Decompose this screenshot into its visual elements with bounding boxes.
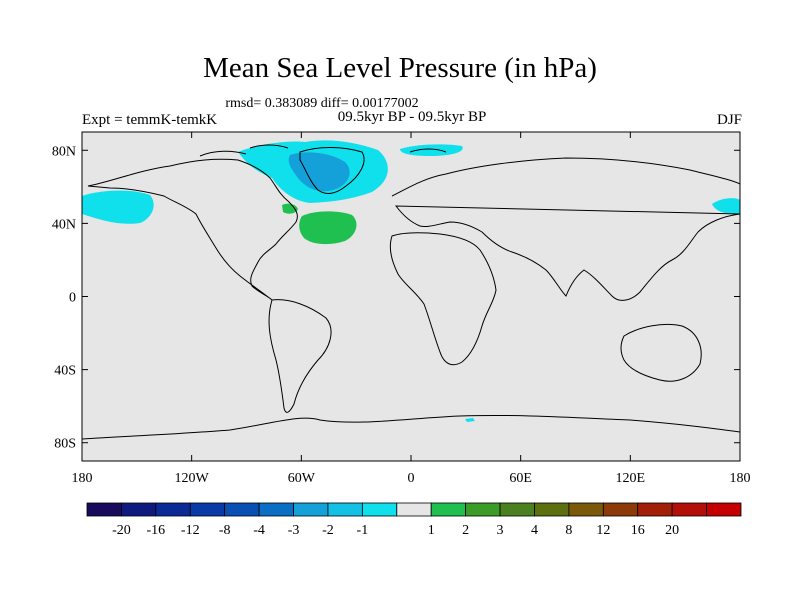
colorbar-swatch bbox=[361, 502, 398, 517]
north-pacific-negative bbox=[82, 190, 154, 224]
anomaly-fields bbox=[82, 140, 740, 422]
colorbar-swatch bbox=[224, 502, 260, 517]
lon-tick-label: 120E bbox=[616, 471, 646, 486]
season-label: DJF bbox=[717, 112, 742, 128]
colorbar-label: 3 bbox=[497, 523, 504, 538]
colorbar-swatch bbox=[155, 502, 191, 517]
colorbar-swatch bbox=[258, 502, 294, 517]
colorbar-swatch bbox=[430, 502, 467, 517]
north-atlantic-positive-west bbox=[282, 203, 298, 214]
colorbar-label: 12 bbox=[596, 523, 610, 538]
colorbar-swatch bbox=[86, 502, 122, 517]
colorbar-label: -16 bbox=[147, 523, 166, 538]
experiment-label: Expt = temmK-temkK bbox=[82, 112, 217, 128]
coast-arctic-islands bbox=[199, 144, 447, 157]
colorbar-swatch bbox=[671, 502, 707, 517]
colorbar-swatch bbox=[534, 502, 570, 517]
coast-eurasia bbox=[391, 157, 741, 301]
colorbar-swatch bbox=[706, 502, 742, 517]
stats-line: rmsd= 0.383089 diff= 0.00177002 bbox=[225, 96, 418, 111]
lat-tick-label: 40N bbox=[52, 217, 76, 232]
colorbar-label: -4 bbox=[253, 523, 265, 538]
lon-tick-label: 120W bbox=[175, 471, 210, 486]
coast-north-america bbox=[87, 158, 298, 301]
colorbar bbox=[86, 502, 742, 517]
colorbar-label: -12 bbox=[181, 523, 200, 538]
latitude-axis: 80N 40N 0 40S 80S bbox=[52, 144, 740, 452]
longitude-axis: 180 120W 60W 0 60E 120E 180 bbox=[72, 132, 751, 486]
coastlines bbox=[81, 144, 741, 440]
lon-tick-label: 60E bbox=[509, 471, 532, 486]
coast-antarctica bbox=[81, 414, 741, 440]
lat-tick-label: 0 bbox=[69, 291, 76, 306]
colorbar-labels: -20 -16 -12 -8 -4 -3 -2 -1 1 2 3 4 8 12 16 20 bbox=[112, 523, 679, 538]
colorbar-swatch bbox=[465, 502, 501, 517]
colorbar-swatch bbox=[568, 502, 604, 517]
colorbar-label: -3 bbox=[288, 523, 300, 538]
arctic-negative bbox=[400, 144, 463, 156]
greenland-negative-core bbox=[288, 152, 350, 192]
lon-tick-label: 0 bbox=[408, 471, 415, 486]
north-atlantic-positive bbox=[299, 211, 357, 245]
lon-tick-label: 60W bbox=[288, 471, 316, 486]
colorbar-swatch bbox=[293, 502, 329, 517]
colorbar-label: -2 bbox=[322, 523, 334, 538]
lat-tick-label: 80N bbox=[52, 144, 76, 159]
map-title: Mean Sea Level Pressure (in hPa) bbox=[203, 52, 597, 84]
lon-tick-label: 180 bbox=[730, 471, 751, 486]
colorbar-label: -20 bbox=[112, 523, 131, 538]
colorbar-label: 4 bbox=[531, 523, 538, 538]
lon-tick-label: 180 bbox=[72, 471, 93, 486]
colorbar-label: -8 bbox=[219, 523, 231, 538]
coast-greenland bbox=[299, 147, 365, 194]
colorbar-label: -1 bbox=[357, 523, 369, 538]
colorbar-swatch bbox=[189, 502, 226, 517]
colorbar-label: 2 bbox=[462, 523, 469, 538]
colorbar-swatch bbox=[327, 502, 363, 517]
colorbar-label: 20 bbox=[665, 523, 679, 538]
map-background bbox=[82, 132, 740, 461]
lat-tick-label: 80S bbox=[54, 437, 76, 452]
coast-south-america bbox=[268, 299, 332, 413]
lat-tick-label: 40S bbox=[54, 364, 76, 379]
north-pacific-negative-east bbox=[712, 198, 740, 215]
colorbar-swatch bbox=[637, 502, 673, 517]
antarctic-small-negative bbox=[465, 418, 475, 422]
colorbar-label: 16 bbox=[631, 523, 645, 538]
period-label: 09.5kyr BP - 09.5kyr BP bbox=[338, 109, 487, 125]
colorbar-label: 1 bbox=[428, 523, 435, 538]
coast-australia bbox=[620, 323, 702, 382]
colorbar-swatch bbox=[602, 502, 639, 517]
coast-africa bbox=[389, 232, 497, 366]
colorbar-swatch bbox=[499, 502, 535, 517]
colorbar-label: 8 bbox=[565, 523, 572, 538]
colorbar-swatch bbox=[121, 502, 157, 517]
colorbar-swatch bbox=[396, 502, 432, 517]
